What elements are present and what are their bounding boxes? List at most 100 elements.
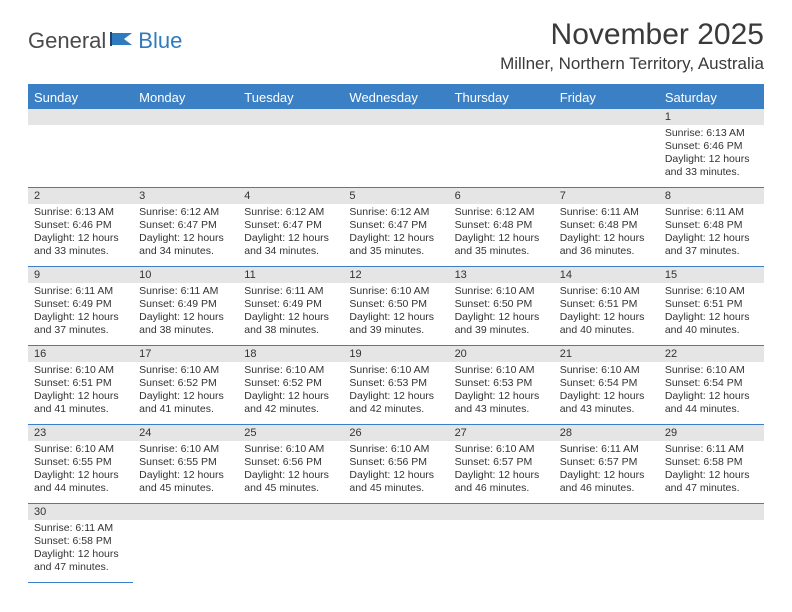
day-body [554,125,659,131]
calendar-empty-cell [343,109,448,188]
day-number [28,109,133,125]
calendar-day-cell: 26Sunrise: 6:10 AMSunset: 6:56 PMDayligh… [343,425,448,504]
day-info-line: Daylight: 12 hours and 37 minutes. [665,232,758,258]
day-number: 25 [238,425,343,441]
day-info-line: Sunrise: 6:10 AM [349,443,442,456]
day-info-line: Daylight: 12 hours and 34 minutes. [139,232,232,258]
day-number [659,504,764,520]
day-info-line: Sunset: 6:54 PM [665,377,758,390]
calendar-day-cell: 27Sunrise: 6:10 AMSunset: 6:57 PMDayligh… [449,425,554,504]
day-body [343,520,448,526]
calendar-day-cell: 13Sunrise: 6:10 AMSunset: 6:50 PMDayligh… [449,267,554,346]
day-number: 17 [133,346,238,362]
day-info-line: Sunrise: 6:10 AM [455,364,548,377]
day-info-line: Sunset: 6:48 PM [560,219,653,232]
day-info-line: Daylight: 12 hours and 43 minutes. [455,390,548,416]
calendar-day-cell: 1Sunrise: 6:13 AMSunset: 6:46 PMDaylight… [659,109,764,188]
day-body [238,125,343,131]
calendar-empty-cell [554,504,659,583]
day-body: Sunrise: 6:11 AMSunset: 6:49 PMDaylight:… [133,283,238,342]
day-number: 1 [659,109,764,125]
logo-text-part2: Blue [138,28,182,54]
day-body: Sunrise: 6:12 AMSunset: 6:47 PMDaylight:… [133,204,238,263]
calendar-day-cell: 9Sunrise: 6:11 AMSunset: 6:49 PMDaylight… [28,267,133,346]
day-info-line: Daylight: 12 hours and 43 minutes. [560,390,653,416]
calendar-week-row: 1Sunrise: 6:13 AMSunset: 6:46 PMDaylight… [28,109,764,188]
calendar-day-cell: 28Sunrise: 6:11 AMSunset: 6:57 PMDayligh… [554,425,659,504]
calendar-day-cell: 18 Sunrise: 6:10 AMSunset: 6:52 PMDayligh… [238,346,343,425]
day-body [659,520,764,526]
calendar-day-cell: 4Sunrise: 6:12 AMSunset: 6:47 PMDaylight… [238,188,343,267]
day-number [449,504,554,520]
calendar-page: General Blue November 2025 Millner, Nort… [0,0,792,601]
calendar-empty-cell [238,504,343,583]
day-info-line: Sunset: 6:57 PM [455,456,548,469]
logo-text-part1: General [28,28,106,54]
day-body [554,520,659,526]
day-body: Sunrise: 6:12 AMSunset: 6:47 PMDaylight:… [343,204,448,263]
day-info-line: Daylight: 12 hours and 33 minutes. [665,153,758,179]
day-number: 15 [659,267,764,283]
day-number: 4 [238,188,343,204]
day-number: 27 [449,425,554,441]
day-info-line: Sunset: 6:58 PM [665,456,758,469]
day-body: Sunrise: 6:11 AMSunset: 6:58 PMDaylight:… [659,441,764,500]
day-info-line: Sunset: 6:58 PM [34,535,127,548]
day-number [554,504,659,520]
day-info-line: Sunrise: 6:11 AM [139,285,232,298]
day-info-line: Sunset: 6:57 PM [560,456,653,469]
day-info-line: Daylight: 12 hours and 33 minutes. [34,232,127,258]
calendar-empty-cell [133,504,238,583]
day-info-line: Daylight: 12 hours and 46 minutes. [455,469,548,495]
day-body: Sunrise: 6:12 AMSunset: 6:47 PMDaylight:… [238,204,343,263]
day-info-line: Sunset: 6:47 PM [244,219,337,232]
day-info-line: Sunrise: 6:10 AM [244,364,337,377]
calendar-empty-cell [133,109,238,188]
day-number: 21 [554,346,659,362]
day-info-line: Sunset: 6:47 PM [349,219,442,232]
day-info-line: Sunset: 6:51 PM [560,298,653,311]
day-info-line: Sunset: 6:52 PM [139,377,232,390]
day-number [343,109,448,125]
calendar-empty-cell [449,504,554,583]
day-info-line: Sunset: 6:52 PM [244,377,337,390]
day-info-line: Sunrise: 6:10 AM [34,443,127,456]
day-info-line: Sunrise: 6:10 AM [139,443,232,456]
day-info-line: Daylight: 12 hours and 40 minutes. [560,311,653,337]
day-info-line: Sunset: 6:55 PM [34,456,127,469]
day-info-line: Sunset: 6:49 PM [244,298,337,311]
calendar-day-cell: 11Sunrise: 6:11 AMSunset: 6:49 PMDayligh… [238,267,343,346]
day-body: Sunrise: 6:10 AMSunset: 6:53 PMDaylight:… [343,362,448,421]
day-info-line: Sunset: 6:48 PM [455,219,548,232]
day-number: 5 [343,188,448,204]
day-info-line: Daylight: 12 hours and 40 minutes. [665,311,758,337]
day-info-line: Sunrise: 6:10 AM [34,364,127,377]
calendar-day-cell: 15Sunrise: 6:10 AMSunset: 6:51 PMDayligh… [659,267,764,346]
day-info-line: Sunrise: 6:10 AM [560,364,653,377]
calendar-day-cell: 20Sunrise: 6:10 AMSunset: 6:53 PMDayligh… [449,346,554,425]
day-info-line: Sunrise: 6:10 AM [665,364,758,377]
calendar-day-cell: 29Sunrise: 6:11 AMSunset: 6:58 PMDayligh… [659,425,764,504]
weekday-header: Friday [554,85,659,109]
calendar-day-cell: 21Sunrise: 6:10 AMSunset: 6:54 PMDayligh… [554,346,659,425]
day-info-line: Daylight: 12 hours and 39 minutes. [455,311,548,337]
day-info-line: Daylight: 12 hours and 35 minutes. [349,232,442,258]
day-number: 7 [554,188,659,204]
day-body: Sunrise: 6:10 AMSunset: 6:57 PMDaylight:… [449,441,554,500]
day-number: 18 [238,346,343,362]
day-info-line: Daylight: 12 hours and 42 minutes. [244,390,337,416]
day-body: Sunrise: 6:10 AMSunset: 6:51 PMDaylight:… [28,362,133,421]
day-number: 19 [343,346,448,362]
calendar-day-cell: 6Sunrise: 6:12 AMSunset: 6:48 PMDaylight… [449,188,554,267]
day-info-line: Sunrise: 6:11 AM [560,206,653,219]
day-info-line: Daylight: 12 hours and 39 minutes. [349,311,442,337]
day-info-line: Sunset: 6:46 PM [34,219,127,232]
day-number: 3 [133,188,238,204]
calendar-day-cell: 25Sunrise: 6:10 AMSunset: 6:56 PMDayligh… [238,425,343,504]
day-info-line: Daylight: 12 hours and 34 minutes. [244,232,337,258]
day-info-line: Sunrise: 6:11 AM [244,285,337,298]
day-number: 10 [133,267,238,283]
day-body: Sunrise: 6:11 AMSunset: 6:58 PMDaylight:… [28,520,133,579]
logo: General Blue [28,18,182,54]
day-body: Sunrise: 6:11 AMSunset: 6:48 PMDaylight:… [554,204,659,263]
